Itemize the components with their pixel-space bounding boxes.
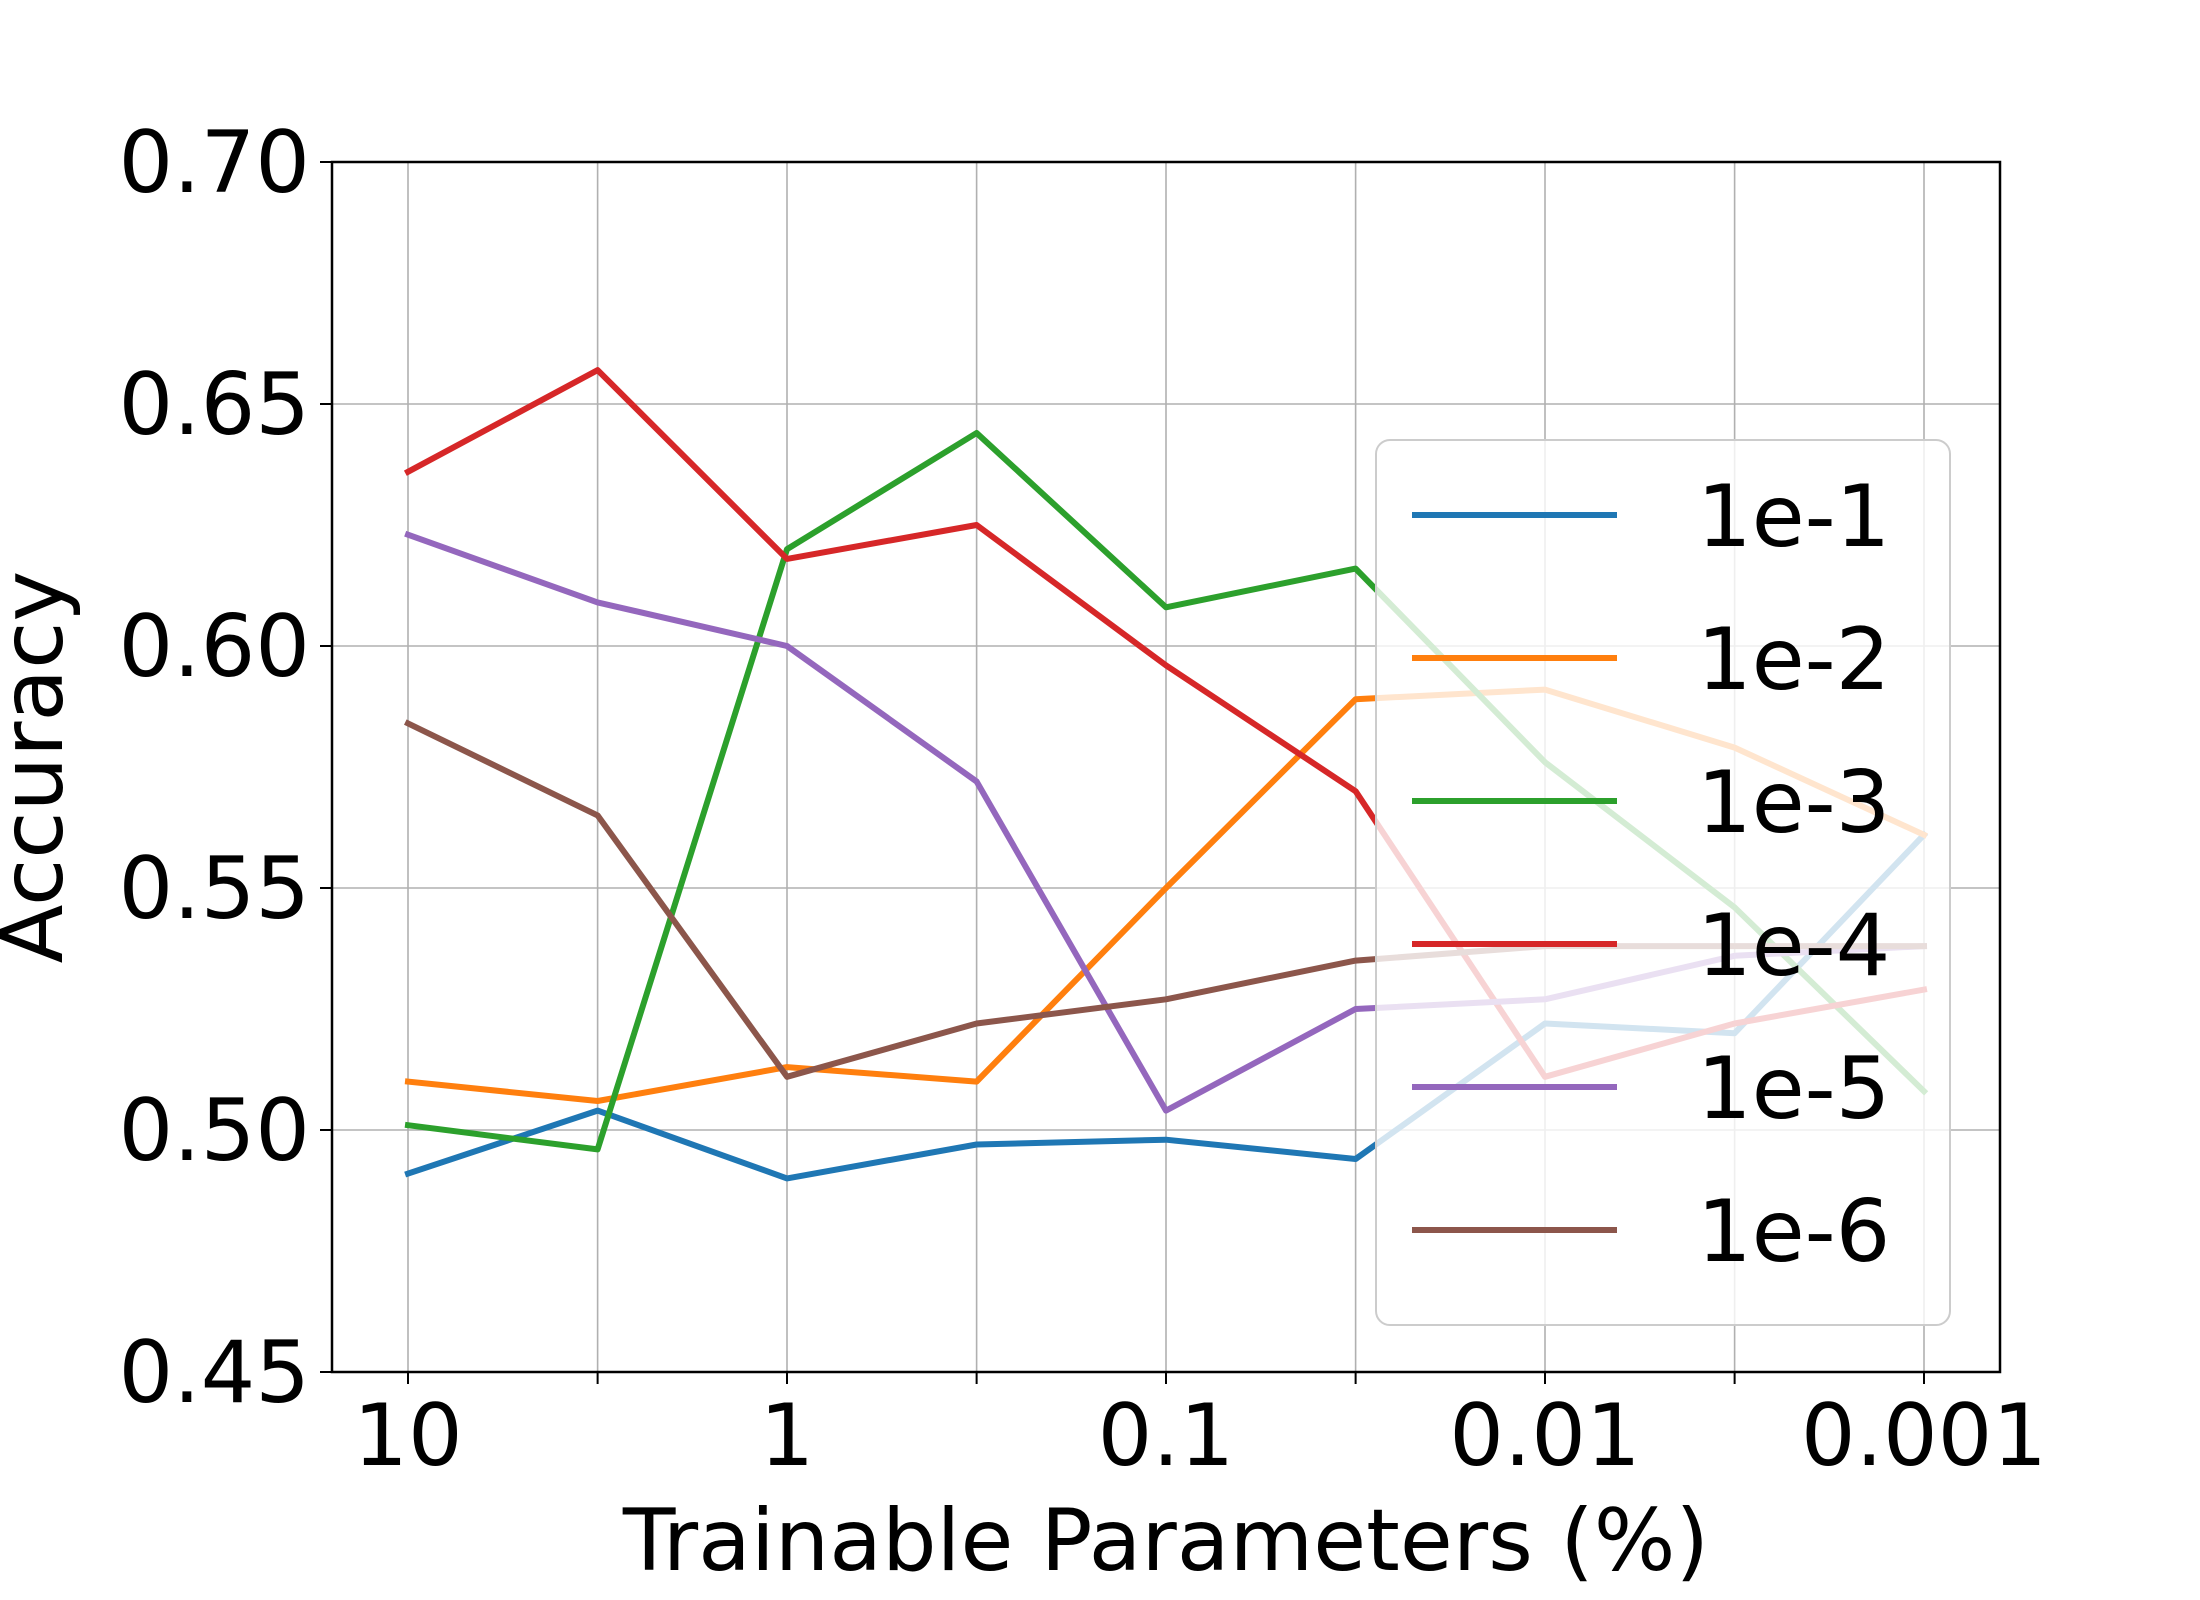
x-axis-label: Trainable Parameters (%) <box>622 1491 1709 1591</box>
legend-label: 1e-2 <box>1697 610 1890 710</box>
legend-label: 1e-6 <box>1697 1182 1890 1282</box>
y-tick-label: 0.50 <box>119 1081 310 1181</box>
legend-label: 1e-3 <box>1697 753 1890 853</box>
x-tick-label: 0.01 <box>1449 1386 1640 1486</box>
x-tick-label: 0.001 <box>1801 1386 2047 1486</box>
legend-label: 1e-1 <box>1697 467 1890 567</box>
y-tick-label: 0.45 <box>119 1323 310 1423</box>
y-tick-label: 0.55 <box>119 839 310 939</box>
y-tick-label: 0.60 <box>119 597 310 697</box>
y-tick-label: 0.70 <box>119 113 310 213</box>
legend <box>1375 439 1951 1326</box>
y-axis-label: Accuracy <box>0 571 83 964</box>
y-tick-label: 0.65 <box>119 355 310 455</box>
legend-label: 1e-4 <box>1697 896 1890 996</box>
axis-ticks: 0.45 0.50 0.55 0.60 0.65 0.70 10 1 0.1 0.01 0.001 <box>119 113 2048 1486</box>
x-tick-label: 10 <box>353 1386 462 1486</box>
x-tick-label: 1 <box>760 1386 815 1486</box>
legend-label: 1e-5 <box>1697 1039 1890 1139</box>
legend-entries: 1e-1 1e-2 1e-3 1e-4 1e-5 1e-6 <box>1412 467 1890 1282</box>
x-tick-label: 0.1 <box>1098 1386 1235 1486</box>
